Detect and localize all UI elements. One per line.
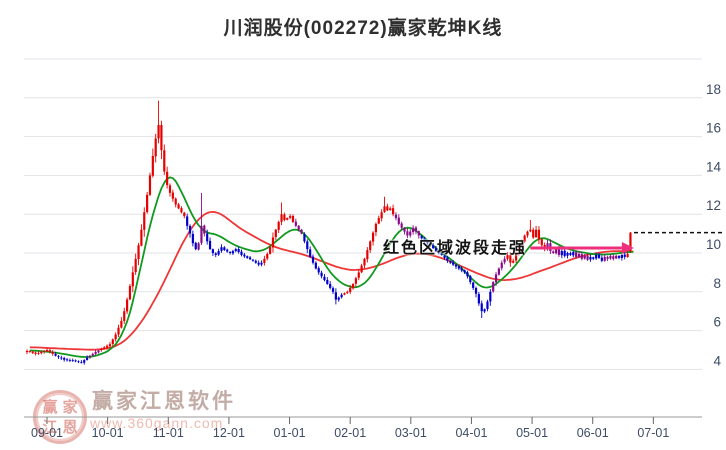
watermark-url-text: www.360gann.com xyxy=(90,415,224,431)
x-tick-label: 06-01 xyxy=(577,426,609,440)
y-tick-label: 16 xyxy=(706,121,721,136)
seal-char: 赢 xyxy=(42,398,58,416)
x-tick-label: 11-01 xyxy=(153,426,184,440)
ma-slow-red-line xyxy=(29,211,634,351)
y-tick-label: 6 xyxy=(713,315,721,330)
ma-fast-green-line xyxy=(29,176,634,358)
y-tick-label: 8 xyxy=(713,276,721,291)
x-tick-label: 10-01 xyxy=(92,426,124,440)
y-axis-labels: 18 16 14 12 10 8 6 4 xyxy=(706,82,722,369)
watermark-brand-text: 赢家江恩软件 xyxy=(92,390,236,413)
y-tick-label: 14 xyxy=(706,159,722,174)
chart-title: 川润股份(002272)赢家乾坤K线 xyxy=(223,18,503,39)
wave-strength-annotation: 红色区域波段走强 xyxy=(383,240,528,257)
y-tick-label: 4 xyxy=(713,353,721,368)
x-axis: 09-01 10-01 11-01 12-01 01-01 02-01 03-01 04-01… xyxy=(24,416,702,440)
x-tick-label: 12-01 xyxy=(213,426,245,440)
x-tick-label: 09-01 xyxy=(31,426,63,440)
candles-layer[interactable] xyxy=(25,100,632,365)
x-tick-label: 04-01 xyxy=(455,426,487,440)
x-tick-label: 07-01 xyxy=(637,426,669,440)
x-tick-label: 03-01 xyxy=(395,426,427,440)
x-tick-label: 01-01 xyxy=(274,426,306,440)
seal-char: 江 xyxy=(42,418,58,436)
y-tick-label: 18 xyxy=(706,82,721,97)
grid-layer xyxy=(24,58,702,370)
y-tick-label: 12 xyxy=(706,198,721,213)
x-tick-label: 02-01 xyxy=(334,426,366,440)
trend-arrow-head xyxy=(621,241,634,254)
seal-char: 恩 xyxy=(62,418,78,436)
x-tick-label: 05-01 xyxy=(516,426,548,440)
trend-arrow-line xyxy=(530,241,634,254)
seal-char: 家 xyxy=(62,398,78,416)
y-tick-label: 10 xyxy=(706,237,721,252)
